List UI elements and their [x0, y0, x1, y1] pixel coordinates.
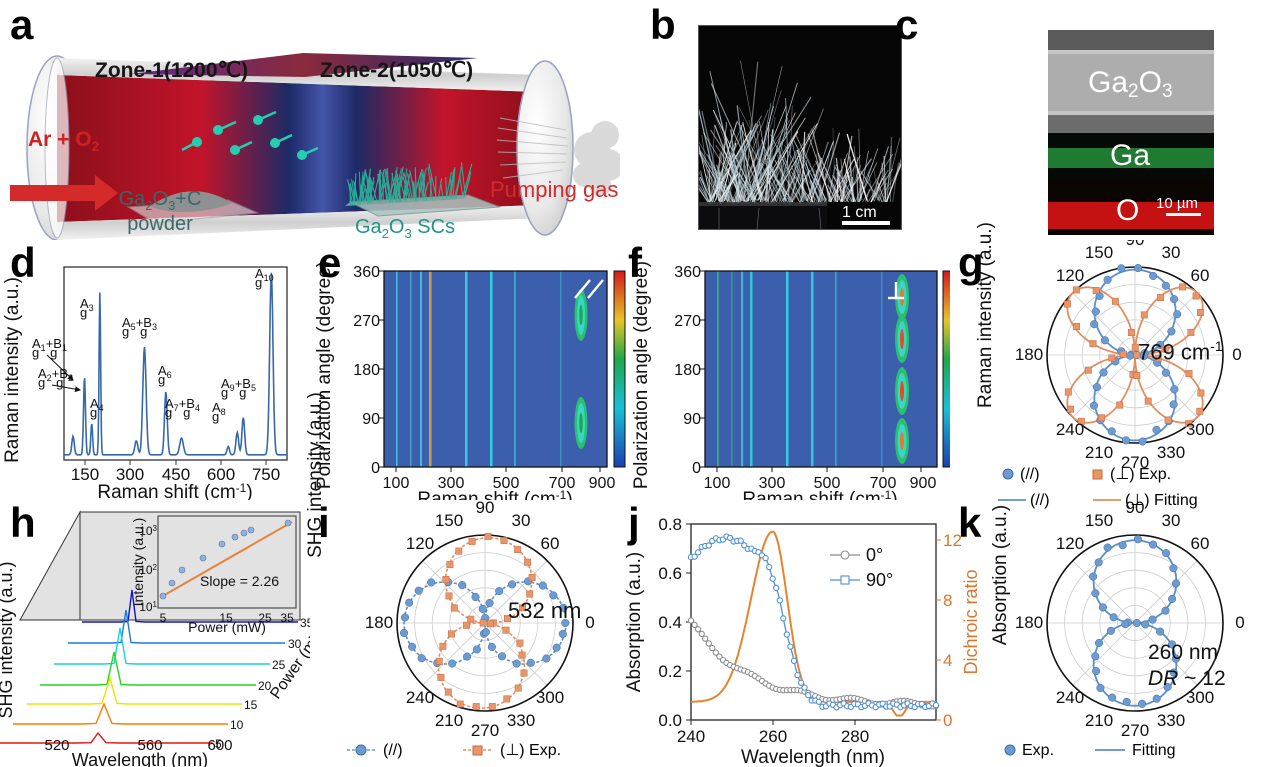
- svg-text:A2+B2g g: A2+B2g g: [38, 366, 73, 390]
- svg-text:270: 270: [353, 313, 380, 330]
- svg-text:180: 180: [1015, 345, 1043, 364]
- svg-text:30: 30: [1162, 243, 1181, 262]
- svg-text:10: 10: [230, 718, 244, 732]
- svg-text:0.2: 0.2: [658, 662, 682, 681]
- svg-text:Slope = 2.26: Slope = 2.26: [200, 573, 279, 589]
- svg-text:0.8: 0.8: [658, 515, 682, 534]
- svg-text:120: 120: [1056, 534, 1084, 553]
- svg-text:90: 90: [683, 411, 701, 428]
- svg-text:150: 150: [71, 465, 99, 484]
- svg-text:600: 600: [207, 737, 232, 754]
- svg-text:Ga: Ga: [1110, 139, 1150, 172]
- svg-text:0.6: 0.6: [658, 564, 682, 583]
- svg-text:60: 60: [1191, 534, 1210, 553]
- svg-text:30: 30: [512, 511, 531, 530]
- svg-text:360: 360: [353, 264, 380, 281]
- svg-text:100: 100: [704, 475, 731, 492]
- svg-text:150: 150: [1085, 243, 1113, 262]
- svg-text:Raman shift (cm-1): Raman shift (cm-1): [742, 488, 897, 500]
- svg-text:10 µm: 10 µm: [1156, 195, 1198, 212]
- svg-text:A7+B4g g: A7+B4g g: [165, 396, 200, 420]
- svg-text:270: 270: [674, 313, 701, 330]
- svg-text:A3g: A3g: [80, 296, 94, 320]
- svg-text:100: 100: [383, 475, 410, 492]
- svg-text:210: 210: [435, 711, 463, 730]
- svg-text:750: 750: [252, 465, 280, 484]
- svg-text:180: 180: [365, 613, 393, 632]
- svg-text:Absorption (a.u.): Absorption (a.u.): [624, 552, 645, 692]
- svg-text:O: O: [1116, 194, 1139, 227]
- svg-text:(⊥) Exp.: (⊥) Exp.: [500, 742, 561, 759]
- svg-text:Wavelength (nm): Wavelength (nm): [72, 750, 208, 767]
- svg-text:A8g: A8g: [212, 400, 226, 424]
- svg-text:0: 0: [692, 460, 701, 477]
- svg-text:90: 90: [362, 411, 380, 428]
- svg-text:0: 0: [371, 460, 380, 477]
- svg-text:120: 120: [1056, 266, 1084, 285]
- svg-text:5: 5: [160, 611, 167, 625]
- svg-text:180: 180: [1015, 613, 1043, 632]
- svg-text:0°: 0°: [866, 545, 883, 565]
- svg-text:Raman intensity (a.u.): Raman intensity (a.u.): [2, 277, 23, 463]
- svg-text:90: 90: [476, 500, 495, 517]
- svg-text:35: 35: [280, 611, 294, 625]
- svg-text:A1+B1g g: A1+B1g g: [32, 336, 67, 360]
- svg-text:90: 90: [1126, 240, 1145, 249]
- svg-text:210: 210: [1085, 443, 1113, 462]
- svg-text:260: 260: [759, 727, 787, 746]
- svg-text:90°: 90°: [866, 570, 893, 590]
- svg-text:330: 330: [507, 711, 535, 730]
- svg-text:Fitting: Fitting: [1132, 742, 1176, 759]
- svg-text:0: 0: [1232, 345, 1241, 364]
- svg-text:210: 210: [1085, 711, 1113, 730]
- svg-text:180: 180: [353, 362, 380, 379]
- svg-text:60: 60: [541, 534, 560, 553]
- svg-text:A9+B5g g: A9+B5g g: [221, 376, 256, 400]
- svg-text:120: 120: [406, 534, 434, 553]
- svg-text:(//): (//): [1020, 466, 1040, 483]
- svg-text:0.4: 0.4: [658, 613, 682, 632]
- svg-text:Pumping gas: Pumping gas: [490, 177, 618, 202]
- svg-text:240: 240: [406, 688, 434, 707]
- svg-text:(⊥) Exp.: (⊥) Exp.: [1110, 466, 1171, 483]
- svg-text:300: 300: [1186, 420, 1214, 439]
- svg-text:520: 520: [44, 737, 69, 754]
- svg-text:150: 150: [435, 511, 463, 530]
- svg-text:60: 60: [1191, 266, 1210, 285]
- svg-text:240: 240: [677, 727, 705, 746]
- svg-text:A5+B3g g: A5+B3g g: [122, 315, 157, 339]
- svg-text:A6g: A6g: [158, 363, 172, 387]
- svg-text:Raman shift (cm-1): Raman shift (cm-1): [417, 488, 572, 500]
- svg-text:180: 180: [674, 362, 701, 379]
- svg-text:1 cm: 1 cm: [842, 204, 877, 221]
- svg-text:240: 240: [1056, 420, 1084, 439]
- svg-text:90: 90: [1126, 500, 1145, 517]
- svg-text:330: 330: [1157, 443, 1185, 462]
- svg-text:30: 30: [1162, 511, 1181, 530]
- svg-text:330: 330: [1157, 711, 1185, 730]
- svg-text:15: 15: [244, 698, 258, 712]
- svg-text:300: 300: [536, 688, 564, 707]
- svg-text:0: 0: [585, 613, 594, 632]
- svg-text:Polarization angle (degree): Polarization angle (degree): [631, 261, 652, 489]
- svg-text:280: 280: [841, 727, 869, 746]
- svg-text:150: 150: [1085, 511, 1113, 530]
- svg-text:900: 900: [910, 475, 937, 492]
- svg-text:240: 240: [1056, 688, 1084, 707]
- svg-text:SHG intensity (a.u.): SHG intensity (a.u.): [0, 561, 16, 718]
- svg-text:(//): (//): [383, 742, 403, 759]
- svg-text:Wavelength (nm): Wavelength (nm): [741, 747, 885, 767]
- svg-text:Exp.: Exp.: [1022, 742, 1054, 759]
- svg-text:Raman shift (cm-1): Raman shift (cm-1): [97, 481, 252, 500]
- svg-text:Power (mW): Power (mW): [188, 619, 266, 635]
- svg-text:360: 360: [674, 264, 701, 281]
- svg-text:Intensity (a.u.): Intensity (a.u.): [130, 518, 146, 607]
- svg-text:0: 0: [1235, 613, 1244, 632]
